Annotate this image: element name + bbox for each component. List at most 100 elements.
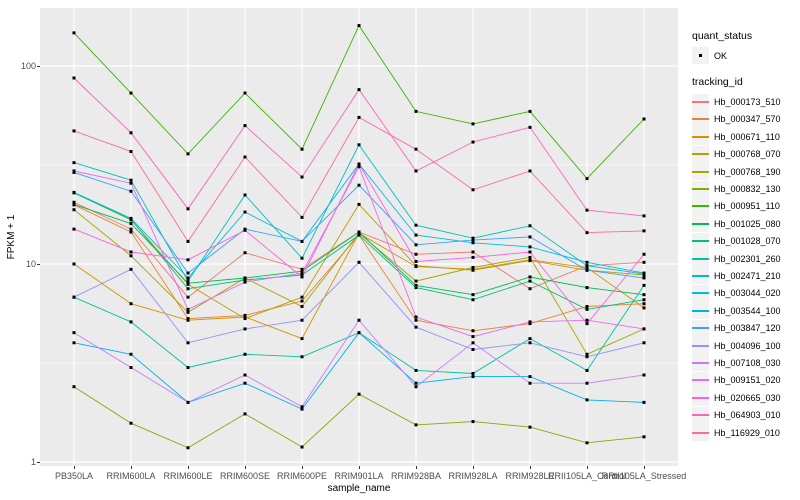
data-point xyxy=(243,193,247,197)
data-point xyxy=(72,262,76,266)
data-point xyxy=(300,175,304,179)
line-swatch-icon xyxy=(692,431,709,434)
legend-key xyxy=(692,319,709,337)
legend-label: Hb_000768_070 xyxy=(714,149,781,160)
data-point xyxy=(585,381,589,385)
legend-label: Hb_007108_030 xyxy=(714,357,781,368)
x-tick-label: RRIM600PE xyxy=(276,471,328,481)
legend-key xyxy=(692,145,709,163)
data-point xyxy=(129,352,133,356)
data-point xyxy=(414,325,418,329)
data-point xyxy=(642,298,646,302)
data-point xyxy=(528,235,532,239)
legend-key xyxy=(692,354,709,372)
data-point xyxy=(528,381,532,385)
data-point xyxy=(243,91,247,95)
line-swatch-icon xyxy=(692,361,709,364)
y-tick-mark xyxy=(37,66,40,67)
data-point xyxy=(243,313,247,317)
data-point xyxy=(300,305,304,309)
data-point xyxy=(129,216,133,220)
data-point xyxy=(528,224,532,228)
data-point xyxy=(642,293,646,297)
data-point xyxy=(243,124,247,128)
y-tick-label: 10 xyxy=(25,259,36,269)
line-swatch-icon xyxy=(692,274,709,277)
data-point xyxy=(186,207,190,211)
data-point xyxy=(186,400,190,404)
legend-entry-Hb_003544_100: Hb_003544_100 xyxy=(692,302,798,320)
line-swatch-icon xyxy=(692,396,709,399)
data-point xyxy=(72,341,76,345)
data-point xyxy=(471,236,475,240)
data-point xyxy=(471,122,475,126)
data-point xyxy=(471,266,475,270)
data-point xyxy=(585,441,589,445)
data-point xyxy=(357,202,361,206)
legend-key xyxy=(692,302,709,320)
data-point xyxy=(186,341,190,345)
data-point xyxy=(585,307,589,311)
data-point xyxy=(72,161,76,165)
data-point xyxy=(129,421,133,425)
legend-entries: Hb_000173_510 Hb_000347_570 Hb_000671_110 H… xyxy=(692,93,798,441)
data-point xyxy=(72,385,76,389)
x-tick-mark xyxy=(245,466,246,469)
data-point xyxy=(186,366,190,370)
data-point xyxy=(300,273,304,277)
data-point xyxy=(300,239,304,243)
data-point xyxy=(186,152,190,156)
data-point xyxy=(129,131,133,135)
legend-label: Hb_001028_070 xyxy=(714,236,781,247)
x-tick-label: RRIM600LA xyxy=(106,471,156,481)
legend-entry-Hb_000671_110: Hb_000671_110 xyxy=(692,128,798,146)
data-point xyxy=(129,149,133,153)
legend-entry-Hb_000347_570: Hb_000347_570 xyxy=(692,110,798,128)
data-point xyxy=(243,381,247,385)
data-point xyxy=(129,178,133,182)
x-tick-label: RRIM928BA xyxy=(390,471,442,481)
legend-label: Hb_116929_010 xyxy=(714,427,780,438)
legend-label: Hb_002301_260 xyxy=(714,253,781,264)
plot-svg xyxy=(40,8,678,466)
data-point xyxy=(357,115,361,119)
data-point xyxy=(357,318,361,322)
data-point xyxy=(300,271,304,275)
data-point xyxy=(585,355,589,359)
legend-entry-Hb_002301_260: Hb_002301_260 xyxy=(692,250,798,268)
data-point xyxy=(186,287,190,291)
legend-key xyxy=(692,180,709,198)
data-point xyxy=(585,260,589,264)
data-point xyxy=(471,341,475,345)
data-point xyxy=(528,287,532,291)
data-point xyxy=(528,125,532,129)
legend-entry-Hb_000768_190: Hb_000768_190 xyxy=(692,163,798,181)
data-point xyxy=(243,251,247,255)
data-point xyxy=(585,231,589,235)
data-point xyxy=(357,162,361,166)
x-tick-label: RRIM600SE xyxy=(219,471,271,481)
data-point xyxy=(129,189,133,193)
data-point xyxy=(471,140,475,144)
x-tick-label: RRII105LA_Stressed xyxy=(601,471,687,481)
data-point xyxy=(243,280,247,284)
line-swatch-icon xyxy=(692,344,709,347)
legend-key xyxy=(692,406,709,424)
y-tick-label: 1 xyxy=(30,457,36,467)
data-point xyxy=(642,229,646,233)
data-point xyxy=(414,223,418,227)
data-point xyxy=(528,255,532,259)
data-point xyxy=(642,283,646,287)
data-point xyxy=(129,181,133,185)
data-point xyxy=(357,165,361,169)
data-point xyxy=(414,368,418,372)
x-tick-mark xyxy=(473,466,474,469)
x-tick-mark xyxy=(644,466,645,469)
legend-key-ok xyxy=(692,47,709,65)
line-swatch-icon xyxy=(692,309,709,312)
data-point xyxy=(186,307,190,311)
data-point xyxy=(642,252,646,256)
x-tick-mark xyxy=(530,466,531,469)
data-point xyxy=(72,169,76,173)
